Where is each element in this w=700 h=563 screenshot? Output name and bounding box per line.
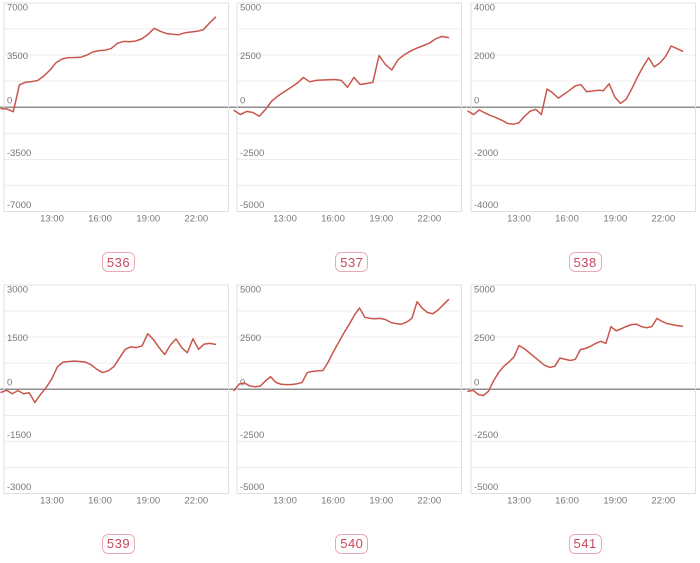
x-tick-label: 19:00 bbox=[136, 213, 160, 224]
chart-cell: 3000 1500 0 -1500 -3000 13:00 16:00 19:00 22:00 … bbox=[0, 282, 234, 563]
chart-id-badge[interactable]: 540 bbox=[335, 533, 369, 554]
chart-id-badge[interactable]: 537 bbox=[335, 252, 369, 272]
x-tick-label: 22:00 bbox=[418, 495, 442, 506]
x-tick-label: 13:00 bbox=[507, 495, 531, 506]
chart-cell: 5000 2500 0 -2500 -5000 13:00 16:00 19:00 22:00 … bbox=[466, 282, 700, 563]
x-tick-label: 13:00 bbox=[273, 495, 297, 506]
line-chart: 3000 1500 0 -1500 -3000 13:00 16:00 19:00 22:00 bbox=[0, 284, 234, 506]
x-tick-label: 16:00 bbox=[321, 213, 345, 224]
chart-cell: 5000 2500 0 -2500 -5000 13:00 16:00 19:00 22:00 … bbox=[233, 0, 467, 282]
x-tick-label: 13:00 bbox=[273, 213, 297, 224]
x-tick-label: 22:00 bbox=[418, 213, 442, 224]
x-tick-label: 13:00 bbox=[507, 213, 531, 224]
y-tick-label: 5000 bbox=[240, 284, 261, 295]
y-tick-label: 0 bbox=[7, 377, 12, 388]
x-tick-label: 13:00 bbox=[40, 495, 64, 506]
y-tick-label: -3500 bbox=[7, 148, 31, 159]
chart-id-badge[interactable]: 541 bbox=[568, 533, 602, 554]
y-tick-label: -7000 bbox=[7, 200, 31, 211]
y-tick-label: -5000 bbox=[474, 481, 498, 492]
y-tick-label: -4000 bbox=[474, 200, 498, 211]
plot-border bbox=[236, 284, 463, 494]
plot-border bbox=[3, 2, 229, 212]
chart-id-badge[interactable]: 539 bbox=[102, 533, 135, 554]
chart-id-badge[interactable]: 536 bbox=[102, 252, 135, 272]
series-line bbox=[466, 45, 683, 125]
x-tick-label: 19:00 bbox=[136, 495, 160, 506]
series-line bbox=[0, 332, 217, 403]
y-tick-label: 5000 bbox=[240, 3, 261, 14]
x-tick-label: 22:00 bbox=[184, 495, 208, 506]
x-tick-label: 16:00 bbox=[88, 495, 112, 506]
x-tick-label: 22:00 bbox=[651, 213, 675, 224]
chart-cell: 7000 3500 0 -3500 -7000 13:00 16:00 19:00 22:00 … bbox=[0, 0, 234, 282]
x-tick-label: 13:00 bbox=[40, 213, 64, 224]
plot-border bbox=[470, 2, 696, 212]
x-tick-label: 16:00 bbox=[88, 213, 112, 224]
y-tick-label: -2500 bbox=[240, 148, 264, 159]
x-tick-label: 22:00 bbox=[651, 495, 675, 506]
chart-cell: 4000 2000 0 -2000 -4000 13:00 16:00 19:00 22:00 … bbox=[466, 0, 700, 282]
x-tick-label: 22:00 bbox=[184, 213, 208, 224]
y-tick-label: -5000 bbox=[240, 481, 264, 492]
x-tick-label: 16:00 bbox=[321, 495, 345, 506]
x-tick-label: 16:00 bbox=[555, 213, 579, 224]
y-tick-label: 1500 bbox=[7, 333, 28, 344]
y-tick-label: 2000 bbox=[474, 51, 495, 62]
line-chart: 4000 2000 0 -2000 -4000 13:00 16:00 19:00 22:00 bbox=[466, 2, 700, 224]
series-line bbox=[233, 298, 450, 391]
line-chart: 7000 3500 0 -3500 -7000 13:00 16:00 19:00 22:00 bbox=[0, 2, 234, 224]
y-tick-label: 2500 bbox=[240, 51, 261, 62]
chart-cell: 5000 2500 0 -2500 -5000 13:00 16:00 19:00 22:00 … bbox=[233, 282, 467, 563]
y-tick-label: -2000 bbox=[474, 148, 498, 159]
chart-id-badge[interactable]: 538 bbox=[568, 252, 602, 272]
y-tick-label: 0 bbox=[240, 96, 245, 107]
x-tick-label: 16:00 bbox=[555, 495, 579, 506]
series-line bbox=[0, 16, 217, 113]
y-tick-label: 3500 bbox=[7, 51, 28, 62]
y-tick-label: 0 bbox=[474, 377, 479, 388]
line-chart: 5000 2500 0 -2500 -5000 13:00 16:00 19:00 22:00 bbox=[466, 284, 700, 506]
y-tick-label: -3000 bbox=[7, 481, 31, 492]
y-tick-label: 2500 bbox=[474, 333, 495, 344]
y-tick-label: 4000 bbox=[474, 3, 495, 14]
x-tick-label: 19:00 bbox=[603, 213, 627, 224]
x-tick-label: 19:00 bbox=[603, 495, 627, 506]
y-tick-label: -1500 bbox=[7, 429, 31, 440]
y-tick-label: 5000 bbox=[474, 284, 495, 295]
y-tick-label: 7000 bbox=[7, 3, 28, 14]
series-line bbox=[466, 317, 683, 396]
line-chart: 5000 2500 0 -2500 -5000 13:00 16:00 19:00 22:00 bbox=[233, 2, 467, 224]
plot-border bbox=[236, 2, 463, 212]
y-tick-label: 2500 bbox=[240, 333, 261, 344]
y-tick-label: -5000 bbox=[240, 200, 264, 211]
y-tick-label: -2500 bbox=[240, 429, 264, 440]
plot-border bbox=[470, 284, 696, 494]
y-tick-label: -2500 bbox=[474, 429, 498, 440]
y-tick-label: 0 bbox=[7, 96, 12, 107]
series-line bbox=[233, 35, 450, 117]
y-tick-label: 0 bbox=[474, 96, 479, 107]
x-tick-label: 19:00 bbox=[370, 495, 394, 506]
y-tick-label: 3000 bbox=[7, 284, 28, 295]
x-tick-label: 19:00 bbox=[370, 213, 394, 224]
plot-border bbox=[3, 284, 229, 494]
